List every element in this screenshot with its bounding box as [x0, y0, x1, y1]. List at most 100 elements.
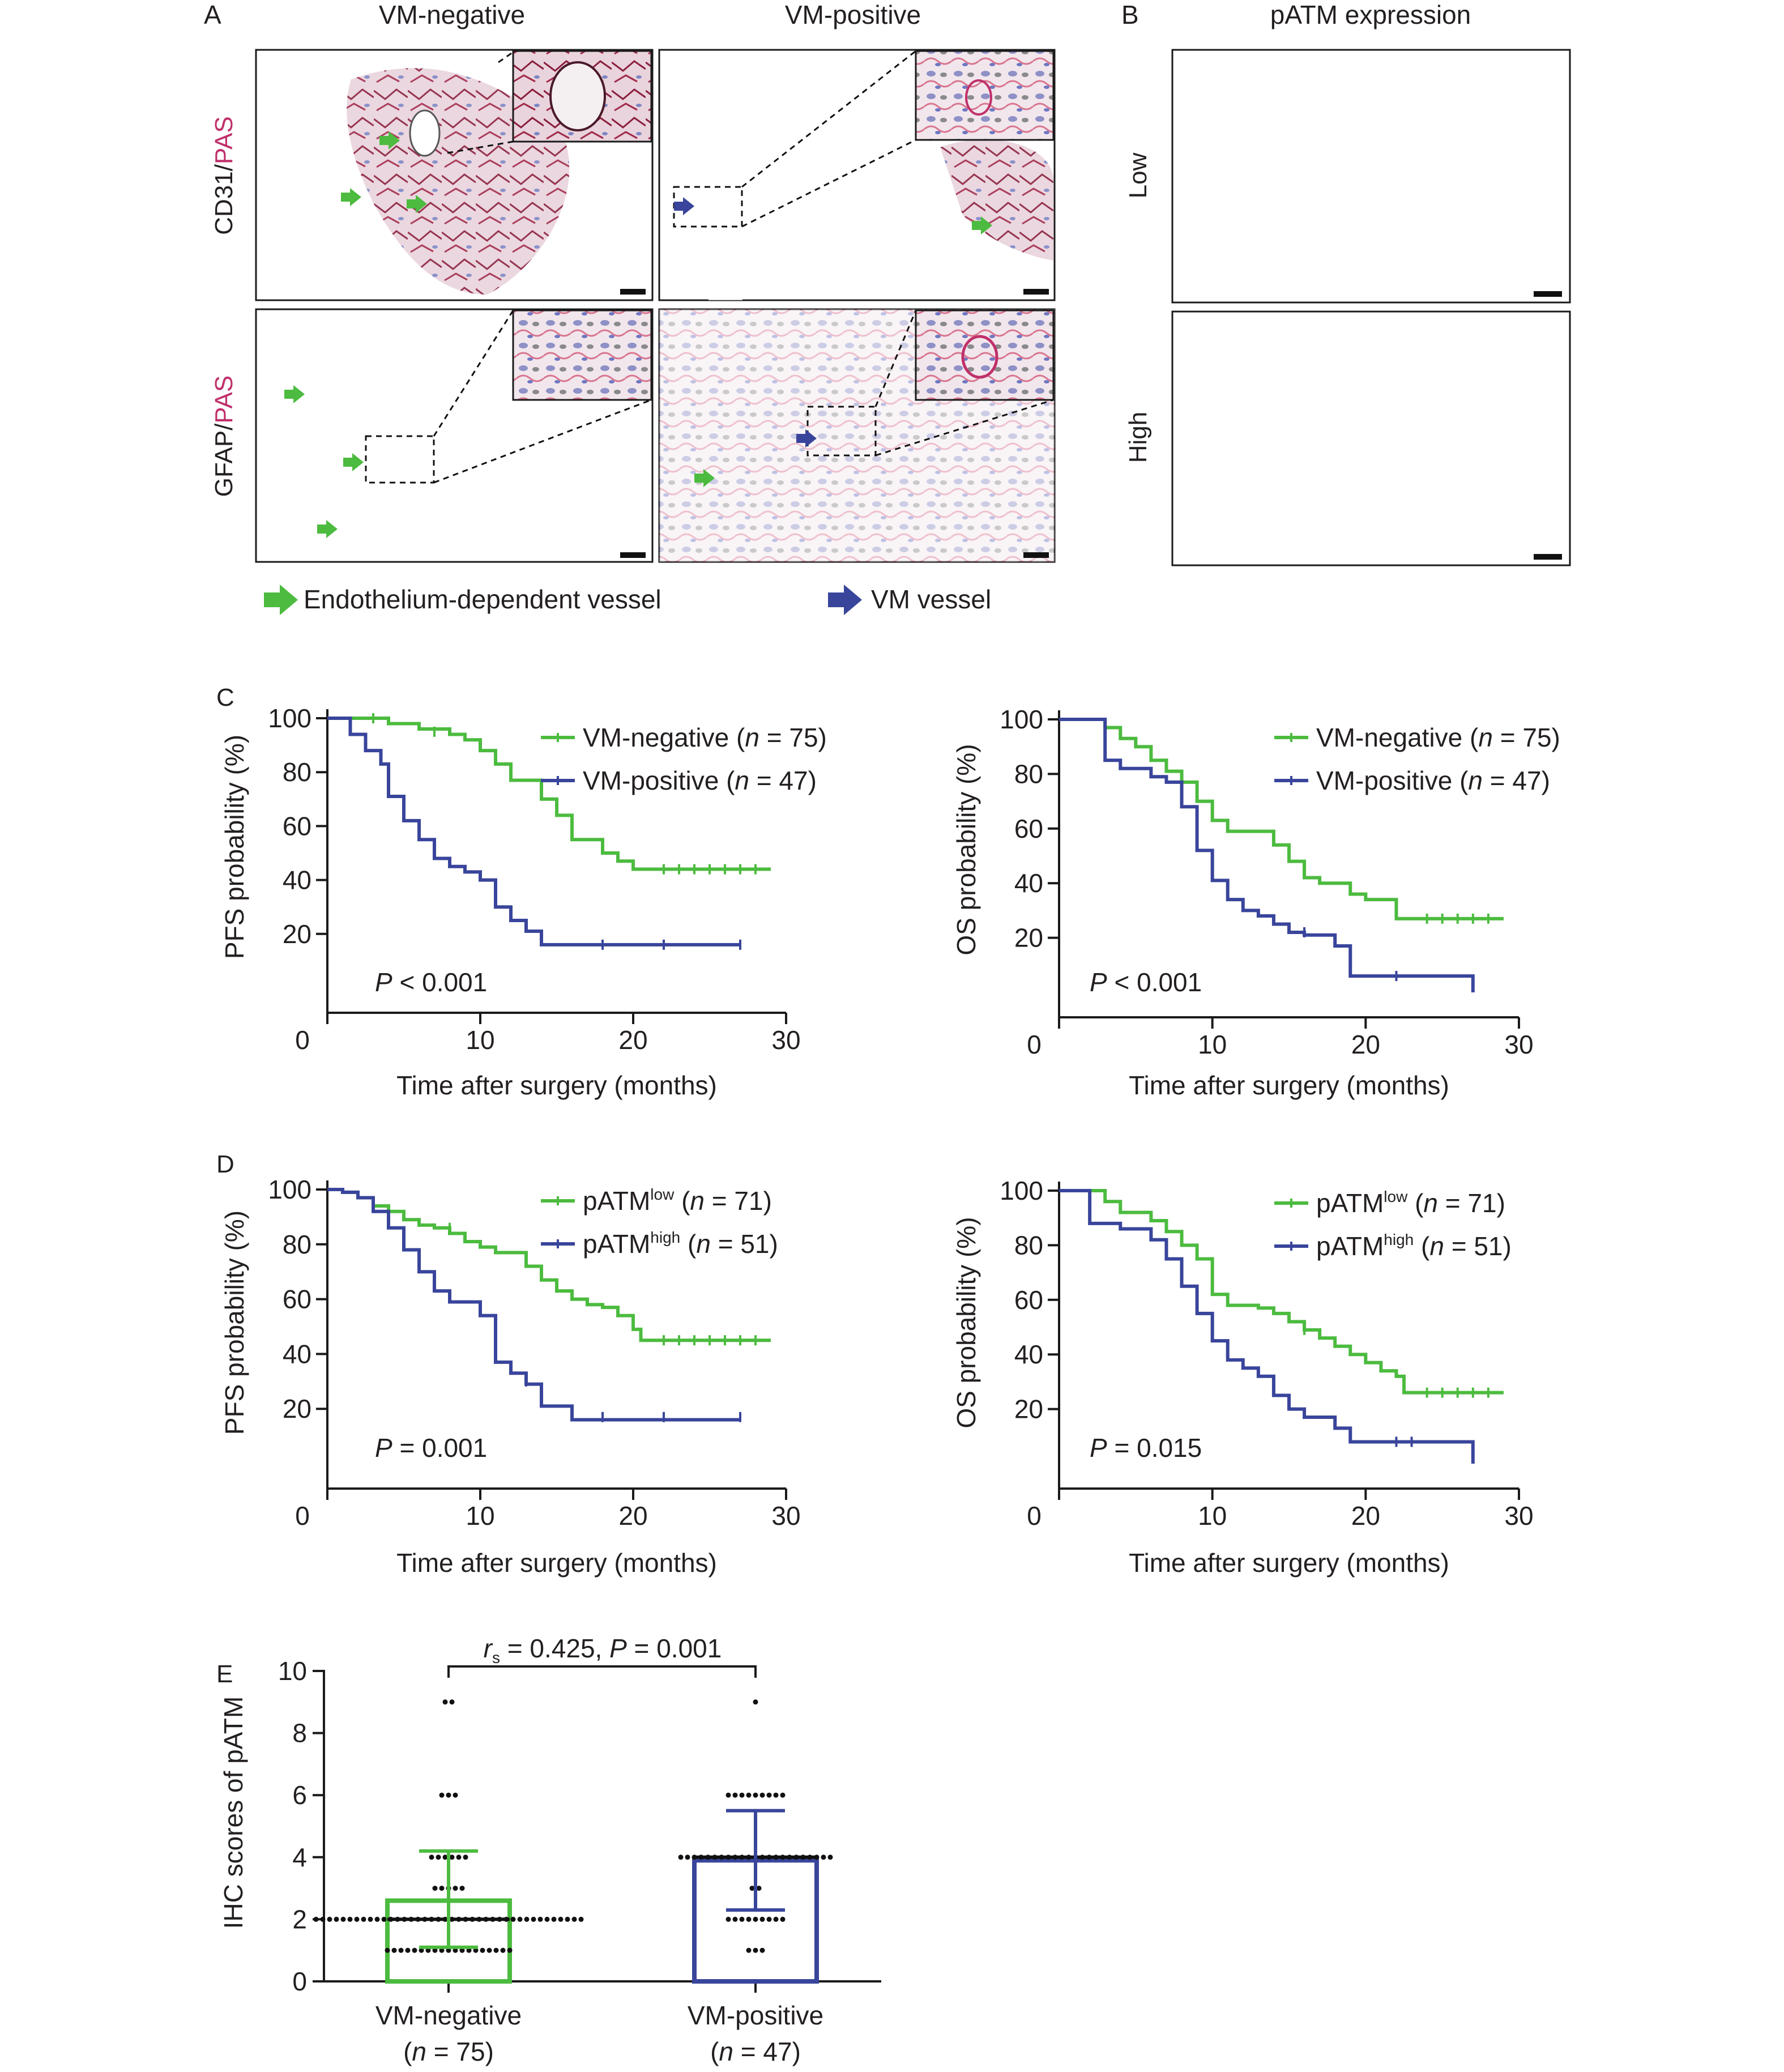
data-point: [453, 1947, 458, 1953]
data-point: [551, 1916, 557, 1922]
p-value: P < 0.001: [375, 967, 487, 997]
series-name: VM-negative: [1316, 723, 1462, 752]
data-point: [746, 1916, 752, 1922]
series-superscript: high: [1384, 1231, 1414, 1248]
km-curve-series-1: [1059, 1189, 1475, 1464]
p-value: P < 0.001: [1090, 967, 1202, 997]
baseline-reset: [674, 1186, 681, 1216]
x-axis-label: Time after surgery (months): [1129, 1548, 1449, 1578]
km-curve-series-1: [1059, 718, 1475, 992]
data-point: [571, 1916, 577, 1922]
x-tick-label: 30: [1504, 1030, 1533, 1059]
y-tick-label: 40: [1014, 868, 1043, 898]
group-label-vm-negative: VM-negative: [375, 2001, 522, 2030]
km-curve-series-1: [327, 1188, 740, 1422]
y-axis-label: IHC scores of pATM: [219, 1696, 248, 1929]
data-point: [473, 1947, 479, 1953]
km-chart-c-pfs: 20 40 60 80 100 0 10 20 30 PFS probability (%) T…: [220, 704, 827, 1100]
y-tick-label: 20: [283, 1394, 311, 1423]
series-name: pATM: [583, 1186, 650, 1216]
x-tick-label: 10: [1198, 1501, 1227, 1530]
y-axis-label: PFS probability (%): [220, 735, 249, 959]
data-point: [446, 1792, 451, 1798]
y-tick-label: 40: [1014, 1340, 1043, 1369]
panel-b-title: pATM expression: [1270, 0, 1471, 29]
series-name: VM-positive: [583, 766, 719, 795]
label-separator: /: [210, 423, 238, 430]
legend-label: VM-negative (n = 75): [1316, 723, 1560, 752]
green-arrow-icon: [264, 585, 298, 615]
n-open: (: [736, 723, 745, 752]
p-label: P: [1090, 1433, 1107, 1463]
micrograph-patm-high: [1171, 310, 1571, 566]
baseline-reset: [1414, 1231, 1421, 1261]
data-point: [456, 1854, 462, 1860]
series-superscript: low: [650, 1186, 675, 1203]
micrograph-cd31-vm-negative: [255, 49, 654, 301]
n-open: (: [681, 1186, 690, 1216]
n-value: = 75): [1493, 723, 1560, 752]
data-point: [436, 1854, 441, 1860]
data-point: [780, 1792, 786, 1798]
p-text: < 0.001: [392, 967, 488, 997]
y-tick-label: 2: [292, 1904, 307, 1934]
n-open: (: [1421, 1231, 1430, 1261]
green-arrow-icon: [379, 131, 400, 150]
data-point: [463, 1854, 468, 1860]
legend: VM-negative (n = 75)VM-positive (n = 47): [541, 723, 827, 795]
n-open: (: [710, 2037, 719, 2066]
data-point: [432, 1886, 438, 1891]
km-curve-series-0: [327, 717, 771, 871]
n-open: (: [726, 766, 735, 795]
y-tick-label: 80: [1014, 1230, 1043, 1260]
data-point: [725, 1792, 731, 1798]
blue-arrow-icon: [674, 197, 694, 215]
data-point: [756, 1886, 762, 1891]
series-name: pATM: [1316, 1231, 1384, 1261]
data-point: [753, 1699, 758, 1705]
data-point: [453, 1792, 458, 1798]
y-tick-label: 4: [292, 1843, 307, 1872]
data-point: [524, 1916, 530, 1922]
series-name: VM-negative: [583, 723, 729, 752]
p-value: P = 0.001: [375, 1433, 487, 1463]
row-label-gfap-pas: GFAP/PAS: [210, 376, 238, 497]
row-label-cd31-pas: CD31/PAS: [210, 116, 238, 235]
data-point: [507, 1947, 513, 1953]
green-arrow-icon: [341, 188, 361, 206]
micrograph-gfap-vm-negative: [255, 308, 654, 563]
n-open: (: [1415, 1188, 1424, 1218]
y-tick-label: 60: [1014, 1285, 1043, 1315]
legend-label: VM-positive (n = 47): [583, 766, 817, 795]
label-separator: /: [210, 164, 238, 171]
data-point: [347, 1916, 353, 1922]
y-tick-label: 0: [292, 1967, 307, 1996]
micrograph-cd31-vm-positive: [658, 49, 1056, 301]
y-tick-label: 100: [1000, 1176, 1043, 1205]
dot-plot-e: 0 2 4 6 8 10 IHC scores of pATM rs = 0.425, P…: [219, 1634, 881, 2066]
x-tick-label: 10: [466, 1025, 494, 1055]
data-point: [459, 1886, 465, 1891]
y-tick-label: 60: [283, 1285, 311, 1314]
x-tick-label: 20: [1351, 1030, 1380, 1059]
legend-endothelium: Endothelium-dependent vessel: [264, 585, 661, 615]
n-symbol: n: [412, 2037, 426, 2066]
data-point: [486, 1947, 492, 1953]
panel-b-letter: B: [1121, 0, 1139, 29]
data-point: [766, 1792, 772, 1798]
p-text: = 0.001: [392, 1433, 488, 1463]
green-arrow-icon: [407, 195, 427, 213]
x-tick-label: 20: [618, 1025, 647, 1055]
data-point: [780, 1916, 786, 1922]
y-tick-label: 80: [283, 757, 311, 787]
data-point: [753, 1792, 758, 1798]
data-point: [439, 1792, 445, 1798]
km-curve-series-1: [327, 717, 740, 947]
y-tick-label: 100: [268, 704, 311, 733]
data-point: [578, 1916, 584, 1922]
baseline-reset: [1407, 1188, 1415, 1218]
p-label: P: [375, 967, 392, 997]
data-point: [405, 1947, 411, 1953]
series-name: VM-positive: [1316, 766, 1452, 795]
x-tick-label: 0: [1027, 1501, 1042, 1530]
